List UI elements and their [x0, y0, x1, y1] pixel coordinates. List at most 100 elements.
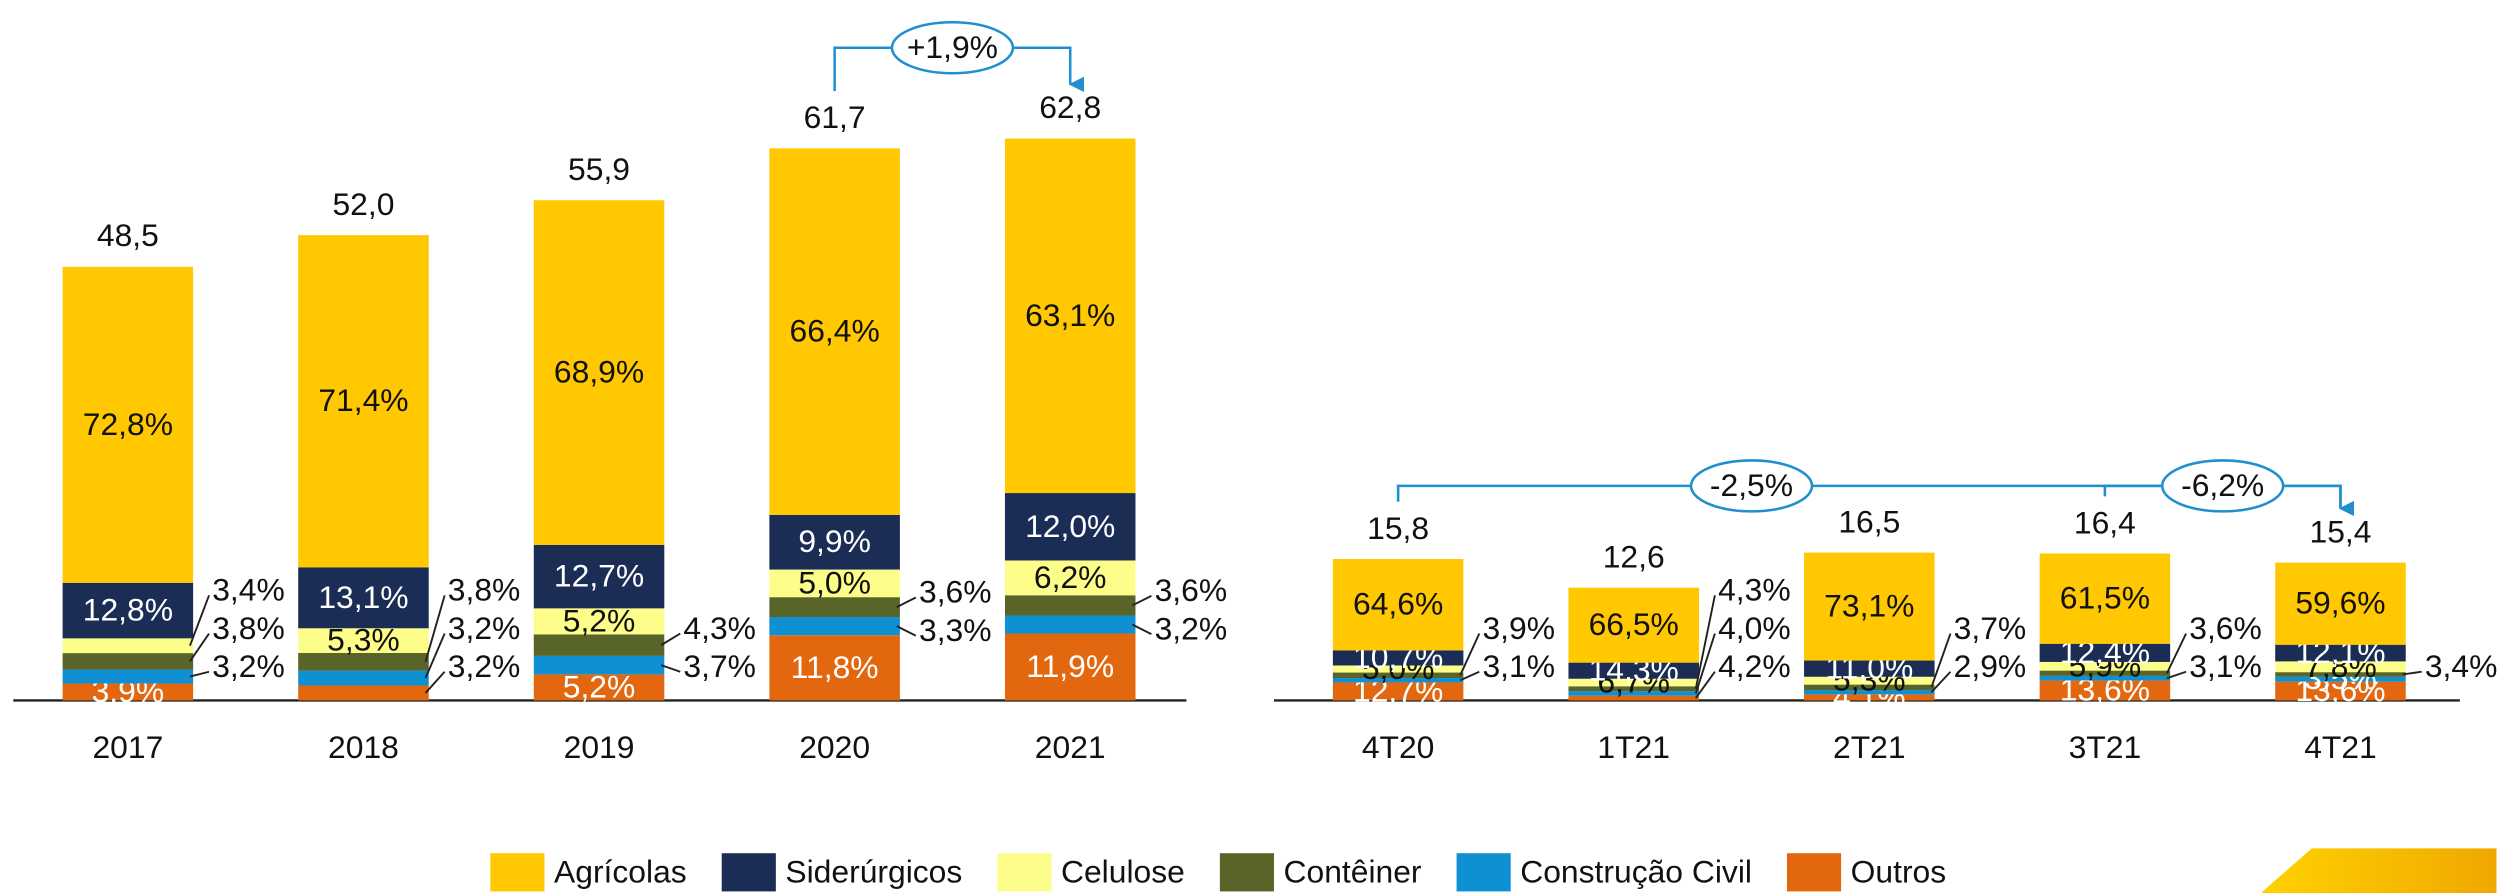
- bar-segment: [1332, 682, 1464, 701]
- bar-segment: [298, 235, 429, 568]
- bar-segment: [1568, 686, 1699, 692]
- segment-label: 11,9%: [1026, 648, 1114, 684]
- leader-line: [1131, 595, 1152, 607]
- legend-label: Outros: [1851, 853, 1947, 889]
- segment-label: 71,4%: [318, 382, 408, 418]
- bar-segment: [1804, 690, 1935, 695]
- x-tick-label: 2018: [328, 729, 399, 765]
- segment-label: 11,8%: [791, 649, 879, 685]
- bar-segment: [2039, 643, 2171, 662]
- leader-line: [2402, 670, 2422, 676]
- total-label: 15,8: [1367, 510, 1429, 546]
- total-label: 61,7: [804, 99, 866, 135]
- segment-label: 68,9%: [554, 354, 644, 390]
- segment-label: 5,2%: [563, 602, 636, 638]
- segment-label: 61,5%: [2060, 580, 2150, 616]
- total-label: 12,6: [1603, 538, 1665, 574]
- total-label: 52,0: [332, 186, 394, 222]
- bar-segment: [1568, 678, 1699, 687]
- legend-label: Siderúrgicos: [785, 853, 962, 889]
- leader-line: [660, 632, 681, 646]
- bar-segment: [2039, 675, 2171, 681]
- segment-label: 66,5%: [1589, 606, 1679, 642]
- bar-segment: [2039, 670, 2171, 676]
- segment-label: 12,8%: [83, 592, 173, 628]
- x-tick-label: 2017: [92, 729, 163, 765]
- leader-line: [189, 594, 210, 647]
- total-label: 16,5: [1838, 504, 1900, 540]
- x-tick-label: 2020: [799, 729, 870, 765]
- segment-label: 3,8%: [212, 610, 285, 646]
- segment-label: 13,1%: [318, 579, 408, 615]
- segment-label: 64,6%: [1353, 586, 1443, 622]
- bar-segment: [1568, 587, 1699, 663]
- segment-label: 3,6%: [1155, 572, 1228, 608]
- x-tick-label: 2021: [1035, 729, 1106, 765]
- annotation-bubble: [1689, 459, 1814, 513]
- bar-segment: [769, 597, 900, 618]
- legend-swatch: [1219, 853, 1274, 892]
- bar-segment: [298, 628, 429, 653]
- bar-segment: [533, 634, 665, 656]
- segment-label: 73,1%: [1824, 588, 1914, 624]
- bar-segment: [62, 653, 194, 670]
- segment-label: 5,0%: [798, 564, 871, 600]
- bar-segment: [1804, 684, 1935, 691]
- segment-label: 2,9%: [1954, 648, 2027, 684]
- segment-label: 59,6%: [2295, 585, 2385, 621]
- x-tick-label: 4T21: [2304, 729, 2377, 765]
- bar-segment: [298, 567, 429, 629]
- bar-segment: [533, 608, 665, 635]
- bar-segment: [1804, 552, 1935, 661]
- total-label: 48,5: [97, 217, 159, 253]
- annotation-label: +1,9%: [907, 29, 998, 65]
- total-label: 62,8: [1039, 89, 1101, 125]
- legend-swatch: [490, 853, 545, 892]
- bar-segment: [1804, 676, 1935, 685]
- leader-line: [2166, 633, 2187, 674]
- bar-segment: [1004, 493, 1136, 561]
- bar-segment: [298, 670, 429, 686]
- segment-label: 66,4%: [790, 313, 880, 349]
- legend: Agrícolas Siderúrgicos Celulose Contêiner Co…: [490, 853, 1947, 892]
- total-label: 16,4: [2074, 504, 2136, 540]
- leader-line: [424, 595, 446, 663]
- leader-line: [1459, 633, 1481, 676]
- bar-segment: [769, 635, 900, 701]
- legend-label: Construção Civil: [1520, 853, 1752, 889]
- leader-line: [424, 671, 446, 694]
- segment-label: 3,7%: [683, 648, 756, 684]
- total-label: 55,9: [568, 151, 630, 187]
- annotation-bubble: [2160, 459, 2285, 513]
- bar-segment: [533, 674, 665, 701]
- bar-segment: [1568, 695, 1699, 701]
- legend-swatch: [721, 853, 776, 892]
- leader-line: [896, 625, 917, 637]
- segment-label: 4,3%: [1718, 572, 1791, 608]
- leader-line: [1694, 633, 1716, 694]
- bar-segment: [769, 514, 900, 570]
- bar-segment: [2275, 672, 2406, 677]
- bar-segment: [1332, 665, 1464, 673]
- segment-label: 3,3%: [919, 612, 992, 648]
- segment-label: 6,2%: [1034, 559, 1107, 595]
- bar-segment: [1004, 595, 1136, 616]
- segment-label: 4,0%: [1718, 610, 1791, 646]
- leader-line: [1930, 671, 1952, 693]
- segment-label: 63,1%: [1025, 297, 1115, 333]
- annotation-label: -2,5%: [1710, 467, 1793, 503]
- bar-segment: [298, 652, 429, 671]
- annotation-label: -6,2%: [2181, 467, 2264, 503]
- segment-label: 3,4%: [212, 572, 285, 608]
- segment-label: 12,0%: [1025, 508, 1115, 544]
- legend-swatch: [997, 853, 1052, 892]
- bar-segment: [1568, 691, 1699, 696]
- bar-segment: [769, 617, 900, 636]
- segment-label: 3,9%: [1482, 610, 1555, 646]
- bar-segment: [2039, 553, 2171, 644]
- bar-segment: [1332, 559, 1464, 651]
- segment-label: 3,1%: [1482, 648, 1555, 684]
- bar-segment: [1004, 633, 1136, 701]
- bar-segment: [62, 266, 194, 583]
